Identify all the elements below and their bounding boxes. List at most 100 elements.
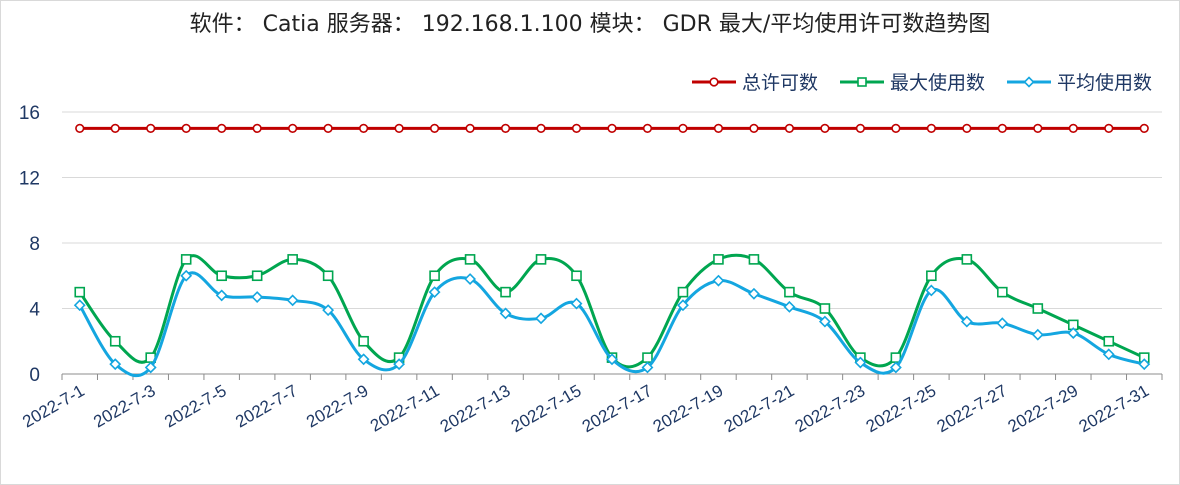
data-point-max [926,270,937,282]
y-tick-label: 16 [19,103,40,124]
data-point-total [713,123,724,133]
y-tick-label: 8 [29,234,40,255]
data-point-total [146,123,156,133]
data-point-max [358,335,369,347]
data-point-avg [570,297,583,310]
data-point-total [784,123,795,133]
data-point-max [1032,303,1044,314]
data-point-total [429,123,440,133]
data-point-max [571,270,582,282]
data-point-total [1033,123,1043,133]
y-tick-label: 0 [29,365,40,386]
data-point-avg [109,358,122,371]
data-point-max [1103,335,1115,347]
data-point-total [1139,123,1149,133]
data-point-max [322,270,334,282]
data-point-avg [854,356,867,369]
data-point-total [820,123,830,133]
data-point-max [642,352,653,363]
data-point-max [464,254,476,265]
data-point-avg [322,304,335,317]
data-point-total [1104,123,1114,133]
x-tick-label: 2022-7-29 [1005,381,1082,436]
data-point-avg [960,315,973,328]
x-tick-label: 2022-7-19 [650,381,727,436]
data-point-max [713,254,724,265]
legend-item-total: 总许可数 [691,68,818,95]
data-point-total [500,123,511,133]
y-tick-label: 4 [29,300,40,321]
data-point-avg [215,289,228,302]
data-point-total [323,123,333,133]
data-point-total [997,123,1007,133]
x-tick-label: 2022-7-25 [863,381,940,436]
x-tick-label: 2022-7-31 [1076,381,1153,436]
x-tick-label: 2022-7-21 [721,381,798,436]
data-point-avg [73,299,86,312]
legend-item-max: 最大使用数 [839,68,985,95]
x-tick-label: 2022-7-23 [792,381,869,436]
x-tick-label: 2022-7-11 [367,381,443,436]
data-point-max [74,286,86,298]
data-point-total [642,123,653,133]
data-point-avg [1138,358,1151,371]
data-point-max [819,303,831,314]
x-tick-label: 2022-7-15 [508,381,585,436]
x-tick-label: 2022-7-1 [19,381,87,431]
data-point-avg [464,273,476,285]
data-point-max [961,254,973,265]
data-point-max [535,254,547,265]
data-point-avg [748,287,760,300]
data-point-total [855,123,865,133]
x-tick-label: 2022-7-17 [579,381,656,436]
x-tick-label: 2022-7-3 [90,381,158,431]
data-point-total [75,123,85,133]
data-point-max [997,286,1008,298]
data-point-avg [499,307,512,320]
data-point-total [749,123,759,133]
data-point-total [252,123,262,133]
data-point-total [891,123,901,133]
legend-swatch-avg [1006,75,1051,88]
data-point-max [251,270,263,282]
data-point-avg [393,358,406,371]
legend-swatch-max [839,76,884,87]
data-point-avg [180,269,193,282]
data-point-avg [996,317,1009,330]
x-tick-label: 2022-7-13 [437,381,514,436]
data-point-max [216,270,227,282]
legend-label-total: 总许可数 [741,72,818,94]
legend-swatch-total [691,76,736,87]
data-point-total [926,123,936,133]
legend-label-avg: 平均使用数 [1056,72,1152,94]
data-point-total [1068,123,1078,133]
y-tick-label: 12 [19,169,40,190]
data-point-max [180,254,192,265]
chart-title: 软件： Catia 服务器： 192.168.1.100 模块： GDR 最大/… [189,12,991,37]
data-point-avg [889,361,902,374]
data-point-max [748,254,760,265]
legend-item-avg: 平均使用数 [1006,68,1152,95]
data-point-avg [818,315,831,328]
data-point-total [181,123,191,133]
data-point-max [677,286,689,298]
data-point-total [962,123,972,133]
data-point-total [607,123,617,133]
legend-label-max: 最大使用数 [889,72,985,94]
data-point-total [110,123,120,133]
data-point-max [500,286,511,298]
data-point-avg [535,312,547,325]
data-point-max [287,254,298,265]
data-point-avg [144,361,157,374]
data-point-avg [1031,328,1044,341]
x-tick-label: 2022-7-9 [303,381,371,431]
data-point-max [429,270,440,282]
x-tick-label: 2022-7-7 [232,381,300,431]
data-point-avg [428,286,441,299]
data-point-max [784,286,795,298]
data-point-total [536,123,546,133]
data-point-total [217,123,227,133]
data-point-total [571,123,582,133]
series-line-max [78,253,1145,369]
